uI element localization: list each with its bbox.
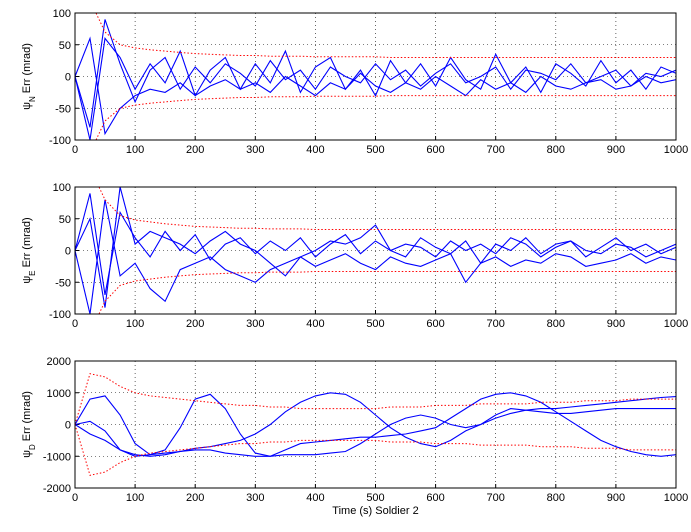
y-tick-label: 50	[59, 40, 71, 52]
y-axis-label-part: ψ	[21, 450, 33, 458]
y-tick-label: 1000	[47, 388, 71, 400]
y-tick-label: -1000	[43, 451, 71, 463]
x-tick-label: 200	[186, 144, 204, 156]
y-tick-label: 100	[53, 182, 71, 194]
y-axis-label: ψN Err (mrad)	[21, 43, 37, 110]
x-tick-label: 1000	[664, 144, 688, 156]
y-tick-label: 50	[59, 214, 71, 226]
x-tick-label: 0	[72, 144, 78, 156]
x-tick-label: 100	[126, 492, 144, 504]
y-axis-label-part: Err (mrad)	[21, 43, 33, 96]
series-line	[75, 199, 676, 314]
plot-frame	[74, 360, 677, 489]
series-line	[75, 187, 676, 308]
series-line	[75, 37, 676, 140]
plot-lines	[75, 187, 676, 314]
x-tick-label: 300	[246, 144, 264, 156]
y-axis-label-part: N	[28, 96, 37, 102]
x-tick-label: 100	[126, 318, 144, 330]
x-tick-label: 500	[366, 492, 384, 504]
x-tick-label: 600	[426, 318, 444, 330]
x-tick-label: 0	[72, 318, 78, 330]
x-tick-label: 900	[607, 144, 625, 156]
x-tick-label: 800	[547, 318, 565, 330]
x-tick-label: 700	[487, 492, 505, 504]
y-tick-label: -2000	[43, 483, 71, 495]
y-tick-label: 2000	[47, 356, 71, 368]
y-axis-label-part: Err (mrad)	[21, 391, 33, 444]
x-tick-label: 900	[607, 318, 625, 330]
y-axis-label: ψD Err (mrad)	[21, 391, 37, 458]
x-tick-label: 800	[547, 492, 565, 504]
y-tick-label: 100	[53, 8, 71, 20]
x-tick-label: 700	[487, 144, 505, 156]
series-line	[75, 193, 676, 295]
y-tick-label: 0	[65, 420, 71, 432]
x-tick-label: 400	[306, 144, 324, 156]
y-tick-label: 0	[65, 72, 71, 84]
series-line	[75, 36, 676, 136]
y-tick-label: -50	[55, 277, 71, 289]
x-tick-label: 900	[607, 492, 625, 504]
x-tick-label: 400	[306, 492, 324, 504]
x-tick-label: 600	[426, 492, 444, 504]
y-axis-label: ψE Err (mrad)	[21, 217, 37, 283]
x-tick-label: 0	[72, 492, 78, 504]
x-tick-label: 200	[186, 492, 204, 504]
x-tick-label: 700	[487, 318, 505, 330]
series-line	[95, 13, 676, 58]
x-tick-label: 300	[246, 492, 264, 504]
x-tick-label: 500	[366, 318, 384, 330]
series-line	[75, 373, 676, 425]
y-axis-label-part: E	[28, 270, 37, 275]
series-line	[98, 271, 676, 314]
x-tick-label: 500	[366, 144, 384, 156]
x-tick-label: 1000	[664, 318, 688, 330]
y-axis-label-part: D	[28, 444, 37, 450]
y-axis-label-part: ψ	[21, 276, 33, 284]
plot-lines	[75, 373, 676, 476]
series-line	[75, 408, 676, 457]
y-tick-label: -100	[49, 135, 71, 147]
y-axis-label-part: ψ	[21, 102, 33, 110]
x-tick-label: 100	[126, 144, 144, 156]
x-tick-label: 200	[186, 318, 204, 330]
y-axis-label-part: Err (mrad)	[21, 217, 33, 270]
series-line	[75, 19, 676, 128]
x-tick-label: 300	[246, 318, 264, 330]
x-tick-label: 400	[306, 318, 324, 330]
x-tick-label: 600	[426, 144, 444, 156]
series-line	[75, 392, 676, 457]
y-tick-label: -50	[55, 103, 71, 115]
x-tick-label: 1000	[664, 492, 688, 504]
series-line	[75, 424, 676, 476]
y-tick-label: 0	[65, 246, 71, 258]
plot-frame	[74, 12, 677, 141]
x-tick-label: 800	[547, 144, 565, 156]
series-line	[98, 187, 676, 230]
plot-frame	[74, 186, 677, 315]
plot-lines	[75, 13, 676, 140]
y-tick-label: -100	[49, 309, 71, 321]
x-axis-label: Time (s) Soldier 2	[332, 505, 418, 517]
